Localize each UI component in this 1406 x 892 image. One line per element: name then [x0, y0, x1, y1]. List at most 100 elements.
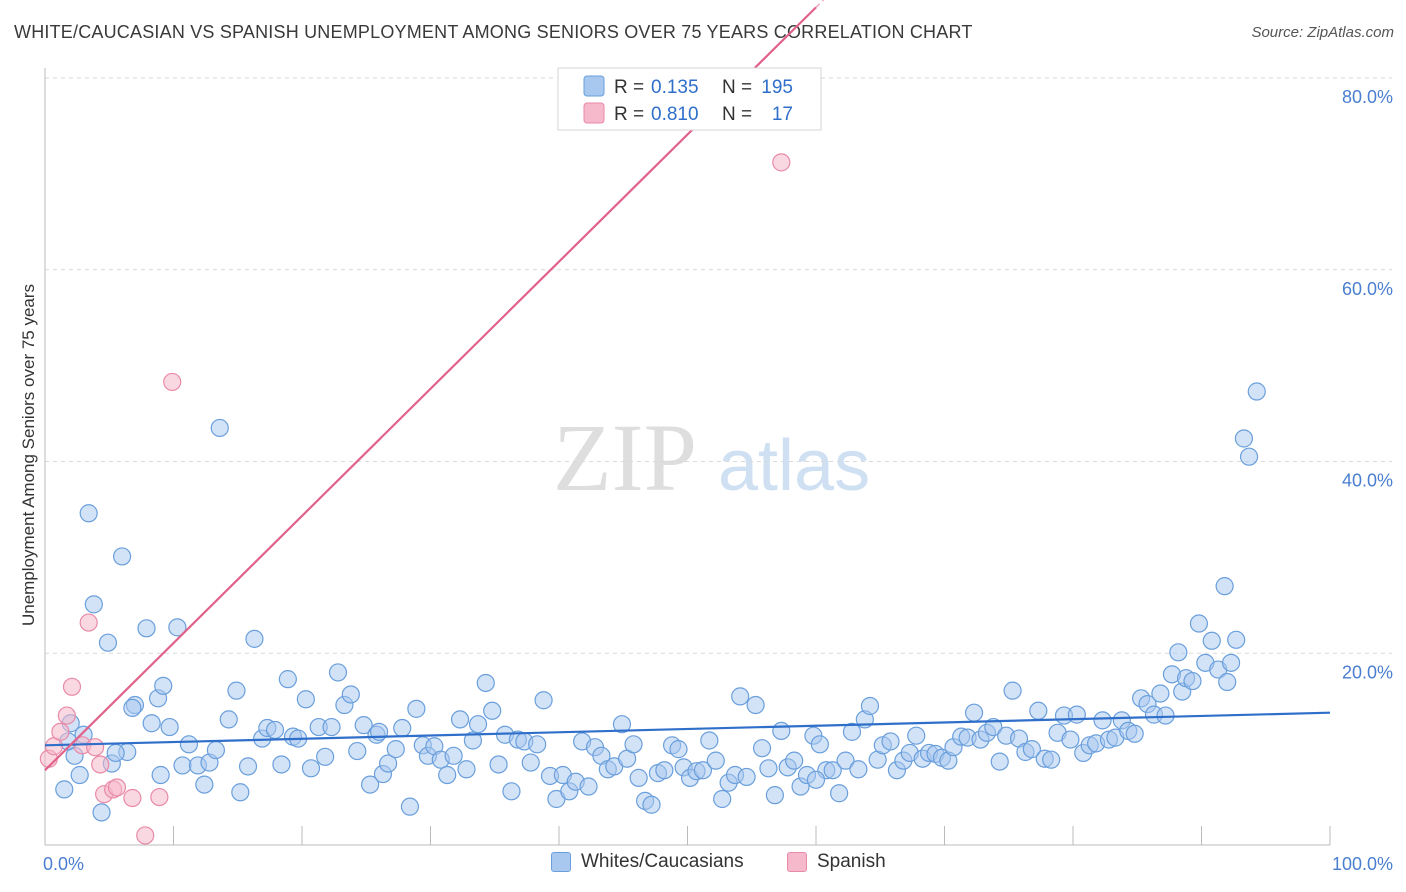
point-spanish — [79, 613, 98, 632]
y-tick-label: 60.0% — [1342, 279, 1393, 299]
gridlines — [45, 77, 1392, 654]
point-spanish — [107, 778, 127, 797]
point-whites — [227, 681, 246, 700]
point-whites — [1239, 447, 1259, 466]
point-whites — [624, 735, 643, 754]
point-whites — [450, 710, 470, 729]
trend-line-spanish — [44, 6, 817, 771]
chart-title: WHITE/CAUCASIAN VS SPANISH UNEMPLOYMENT … — [14, 22, 973, 42]
legend-n-label-2: N = — [722, 104, 752, 125]
point-whites — [55, 780, 74, 799]
point-whites — [521, 753, 540, 772]
point-whites — [579, 777, 598, 796]
trend-line-whites — [44, 711, 1331, 747]
point-whites — [219, 710, 238, 729]
x-tick-label: 0.0% — [43, 854, 84, 874]
point-whites — [393, 718, 412, 738]
point-whites — [341, 685, 360, 704]
point-whites — [642, 795, 661, 814]
point-whites — [457, 760, 476, 779]
x-tick-labels: 0.0% 100.0% — [43, 854, 1393, 874]
point-whites — [693, 761, 713, 780]
point-whites — [842, 722, 862, 741]
point-whites — [836, 751, 855, 770]
point-whites — [1125, 724, 1144, 743]
point-whites — [528, 735, 547, 754]
point-whites — [752, 739, 772, 758]
source-credit: Source: ZipAtlas.com — [1251, 24, 1394, 41]
legend-n-value-2: 17 — [772, 104, 793, 125]
point-whites — [765, 786, 784, 805]
point-whites — [785, 751, 804, 770]
point-whites — [502, 782, 521, 801]
point-whites — [354, 716, 373, 735]
point-whites — [265, 720, 285, 740]
watermark-zip: ZIP — [553, 404, 697, 511]
point-whites — [106, 743, 125, 763]
y-tick-label: 20.0% — [1342, 662, 1393, 682]
series-whites-points — [55, 382, 1266, 822]
point-whites — [1061, 730, 1080, 749]
point-whites — [195, 775, 214, 794]
legend-swatch-blue — [583, 75, 605, 97]
point-whites — [316, 747, 335, 766]
bottom-legend-swatch-blue — [551, 852, 571, 872]
point-whites — [990, 752, 1009, 771]
point-whites — [1227, 630, 1246, 649]
point-whites — [231, 783, 250, 802]
point-whites — [860, 696, 880, 716]
watermark-atlas: atlas — [718, 426, 870, 506]
point-whites — [463, 731, 483, 750]
point-whites — [386, 740, 405, 759]
point-spanish — [123, 788, 142, 808]
point-whites — [438, 765, 457, 785]
point-whites — [1247, 382, 1266, 401]
legend-r-value-2: 0.810 — [651, 104, 699, 125]
trend-lines — [44, 0, 1331, 771]
point-whites — [1202, 631, 1221, 650]
point-whites — [849, 760, 868, 779]
point-spanish — [62, 677, 82, 696]
point-whites — [168, 618, 187, 637]
point-whites — [79, 504, 98, 523]
point-whites — [489, 755, 508, 774]
point-whites — [301, 759, 321, 778]
bottom-legend-label-spanish: Spanish — [817, 851, 886, 872]
point-whites — [731, 687, 750, 706]
legend: R = 0.135 N = 195 R = 0.810 N = 17 — [557, 67, 822, 131]
point-whites — [210, 418, 229, 438]
point-whites — [1169, 643, 1188, 662]
point-whites — [1093, 711, 1112, 730]
point-whites — [700, 731, 719, 750]
point-whites — [1003, 681, 1022, 700]
point-whites — [1156, 706, 1175, 725]
point-whites — [160, 717, 179, 737]
point-spanish — [136, 826, 155, 845]
point-whites — [296, 690, 315, 709]
point-whites — [328, 663, 348, 682]
point-whites — [1234, 429, 1254, 448]
point-whites — [823, 761, 842, 780]
point-whites — [669, 740, 688, 759]
point-whites — [534, 691, 553, 710]
legend-r-label-2: R = — [614, 104, 644, 125]
point-whites — [112, 547, 132, 566]
bottom-legend-label-whites: Whites/Caucasians — [581, 851, 744, 872]
point-whites — [137, 619, 156, 638]
legend-r-value-1: 0.135 — [651, 77, 699, 98]
point-whites — [84, 595, 103, 614]
point-whites — [746, 695, 765, 715]
point-whites — [123, 698, 142, 717]
point-spanish — [163, 372, 182, 392]
point-whites — [92, 803, 111, 822]
point-whites — [907, 726, 926, 745]
point-whites — [70, 765, 89, 785]
point-whites — [154, 676, 173, 695]
point-whites — [348, 741, 367, 761]
point-spanish — [57, 706, 76, 725]
point-whites — [629, 768, 648, 787]
watermark: ZIP atlas — [553, 404, 870, 511]
point-whites — [238, 757, 258, 776]
point-whites — [964, 703, 984, 722]
